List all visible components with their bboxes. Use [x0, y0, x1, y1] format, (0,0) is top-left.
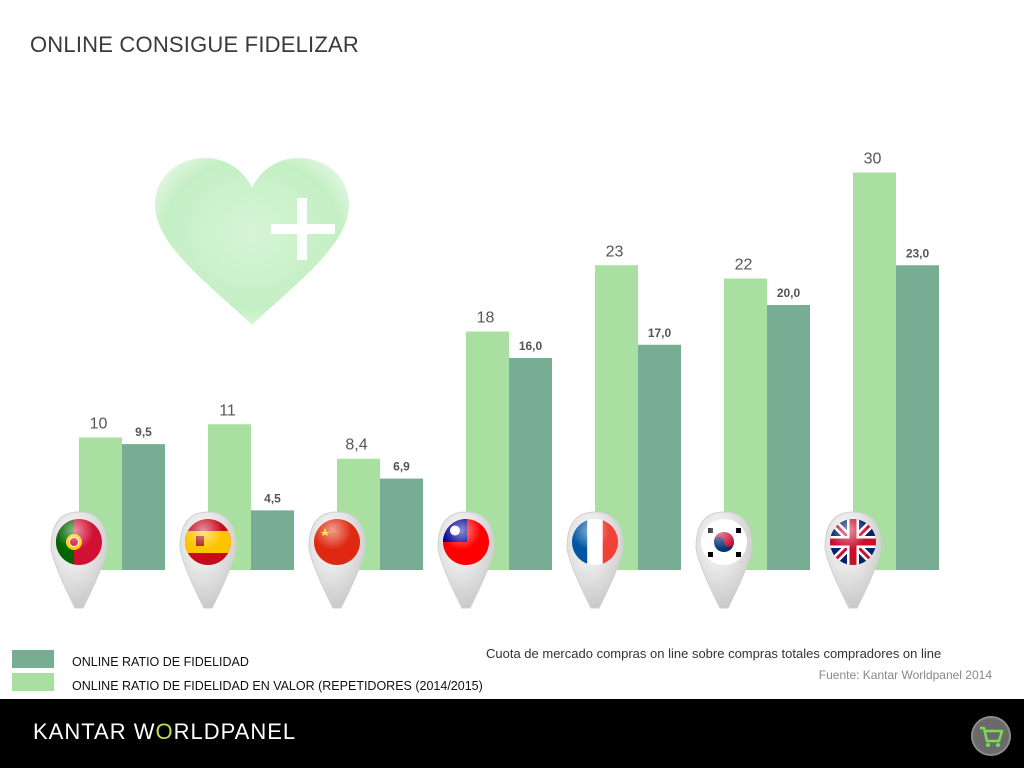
bar-ratio-4	[638, 344, 681, 570]
data-label-ratio-0: 9,5	[135, 425, 152, 439]
data-label-value-ratio-0: 10	[90, 416, 108, 433]
data-label-ratio-6: 23,0	[906, 246, 930, 260]
legend-label-value-ratio: ONLINE RATIO DE FIDELIDAD EN VALOR (REPE…	[72, 679, 483, 693]
france-flag-icon	[566, 511, 624, 609]
data-label-value-ratio-1: 11	[219, 402, 236, 419]
portugal-flag-icon	[50, 511, 108, 609]
brand-logo: KANTAR WORLDPANEL	[33, 719, 297, 744]
data-label-value-ratio-6: 30	[864, 151, 882, 168]
shopping-cart-icon[interactable]	[971, 716, 1011, 756]
data-label-ratio-1: 4,5	[264, 491, 281, 505]
bar-chart: 10 9,5 11 4,5 8,4 6,9 18 16,0 23 17,0 22 20,0 30 23,0	[50, 151, 939, 609]
uk-flag-icon	[824, 511, 882, 609]
bar-ratio-0	[122, 444, 165, 570]
legend-swatch-value-ratio	[12, 673, 54, 691]
data-label-ratio-5: 20,0	[777, 286, 801, 300]
heart-plus-icon	[155, 158, 349, 325]
page-title: ONLINE CONSIGUE FIDELIZAR	[30, 32, 359, 57]
legend-label-ratio: ONLINE RATIO DE FIDELIDAD	[72, 655, 249, 669]
data-label-ratio-4: 17,0	[648, 326, 672, 340]
bar-ratio-1	[251, 510, 294, 570]
source-text: Fuente: Kantar Worldpanel 2014	[818, 668, 992, 682]
data-label-value-ratio-5: 22	[735, 257, 753, 274]
taiwan-flag-icon	[437, 511, 495, 609]
data-label-value-ratio-4: 23	[606, 243, 624, 260]
bar-ratio-5	[767, 305, 810, 570]
data-label-value-ratio-2: 8,4	[345, 437, 367, 454]
data-label-ratio-2: 6,9	[393, 460, 410, 474]
data-label-value-ratio-3: 18	[477, 310, 495, 327]
china-flag-icon	[308, 511, 366, 609]
bar-ratio-3	[509, 358, 552, 570]
south-korea-flag-icon	[695, 511, 753, 609]
data-label-ratio-3: 16,0	[519, 339, 543, 353]
bar-ratio-2	[380, 478, 423, 570]
footer-bar: KANTAR WORLDPANEL	[0, 699, 1024, 768]
spain-flag-icon	[179, 511, 237, 609]
bar-value-ratio-6	[853, 172, 896, 570]
bar-ratio-6	[896, 265, 939, 570]
legend-swatch-ratio	[12, 650, 54, 668]
chart-note: Cuota de mercado compras on line sobre c…	[486, 646, 942, 661]
